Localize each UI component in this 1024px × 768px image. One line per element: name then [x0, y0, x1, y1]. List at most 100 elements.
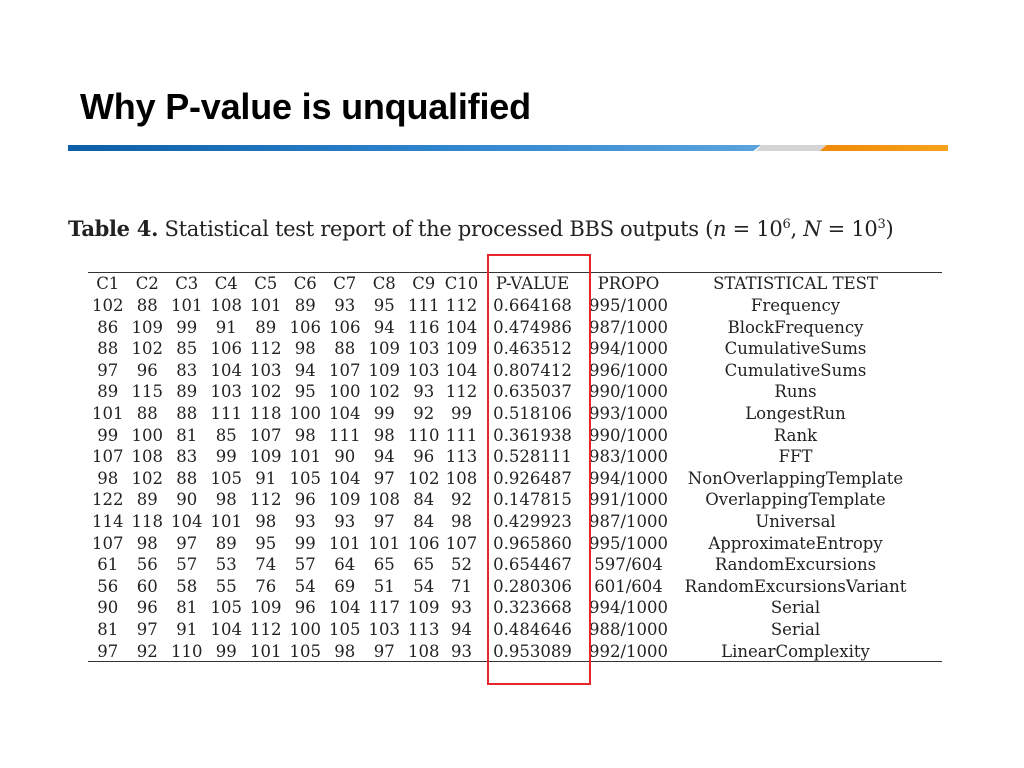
p-value-cell: 0.323668 [493, 598, 572, 618]
count-cell: 93 [294, 511, 316, 531]
p-value-highlight-box [487, 254, 591, 685]
statistical-test-table: C1 C2 C3 C4 C5 C6 C7 C8 C9 C10 P-VALUE PROPO STATIST… [88, 273, 920, 662]
count-cell: 53 [215, 555, 237, 575]
count-cell: 81 [176, 598, 198, 618]
count-cell: 117 [368, 598, 401, 618]
count-cell: 60 [136, 576, 158, 596]
count-cell: 98 [136, 533, 158, 553]
column-header-c2: C2 [135, 274, 159, 294]
count-cell: 104 [445, 317, 478, 337]
count-cell: 89 [97, 382, 119, 402]
table-row: 86 109 99 91 89 106 106 94 116 104 0.474986 987/100… [88, 317, 920, 339]
count-cell: 65 [373, 555, 395, 575]
test-name-cell: Rank [773, 425, 818, 445]
count-cell: 106 [289, 317, 322, 337]
count-cell: 99 [294, 533, 316, 553]
column-header-c10: C10 [444, 274, 479, 294]
count-cell: 57 [294, 555, 316, 575]
table-top-rule [88, 272, 942, 273]
count-cell: 101 [289, 447, 322, 467]
caption-math: (n = 106, N = 103) [705, 217, 893, 241]
count-cell: 83 [176, 360, 198, 380]
p-value-cell: 0.926487 [493, 468, 572, 488]
count-cell: 51 [373, 576, 395, 596]
count-cell: 96 [413, 447, 435, 467]
count-cell: 89 [176, 382, 198, 402]
table-body: 102 88 101 108 101 89 93 95 111 112 0.664168 995/10… [88, 295, 920, 662]
count-cell: 64 [334, 555, 356, 575]
count-cell: 83 [176, 447, 198, 467]
proportion-cell: 990/1000 [588, 382, 669, 402]
test-name-cell: FFT [778, 447, 813, 467]
count-cell: 92 [413, 403, 435, 423]
column-header-c3: C3 [175, 274, 199, 294]
count-cell: 111 [408, 296, 440, 315]
count-cell: 94 [294, 360, 316, 380]
count-cell: 101 [210, 511, 243, 531]
count-cell: 112 [250, 339, 282, 359]
count-cell: 89 [215, 533, 237, 553]
table-row: 98 102 88 105 91 105 104 97 102 108 0.926487 994/10… [88, 468, 920, 490]
underline-orange-segment [820, 145, 948, 151]
count-cell: 105 [329, 619, 361, 639]
count-cell: 104 [329, 598, 361, 618]
count-cell: 96 [136, 598, 158, 618]
count-cell: 84 [413, 511, 435, 531]
count-cell: 101 [92, 403, 124, 423]
p-value-cell: 0.965860 [493, 533, 572, 553]
count-cell: 113 [408, 619, 440, 639]
count-cell: 56 [97, 576, 119, 596]
count-cell: 89 [255, 317, 277, 337]
proportion-cell: 994/1000 [588, 598, 669, 618]
count-cell: 90 [97, 598, 119, 618]
count-cell: 108 [408, 641, 440, 661]
count-cell: 97 [373, 468, 395, 488]
table-row: 114 118 104 101 98 93 93 97 84 98 0.429923 987/1000… [88, 511, 920, 533]
count-cell: 102 [131, 468, 164, 488]
count-cell: 107 [92, 447, 124, 467]
count-cell: 107 [445, 533, 478, 553]
title-underline-bar [68, 145, 948, 151]
count-cell: 76 [255, 576, 277, 596]
count-cell: 98 [294, 425, 316, 445]
test-name-cell: Frequency [750, 296, 841, 315]
count-cell: 92 [451, 490, 472, 510]
count-cell: 69 [334, 576, 356, 596]
count-cell: 100 [131, 425, 164, 445]
count-cell: 110 [171, 641, 203, 661]
count-cell: 103 [250, 360, 282, 380]
count-cell: 115 [131, 382, 164, 402]
table-header-row: C1 C2 C3 C4 C5 C6 C7 C8 C9 C10 P-VALUE PROPO STATIST… [88, 273, 920, 295]
count-cell: 109 [368, 360, 401, 380]
count-cell: 122 [92, 490, 124, 510]
p-value-cell: 0.664168 [493, 296, 572, 315]
count-cell: 99 [215, 447, 237, 467]
count-cell: 89 [136, 490, 158, 510]
proportion-cell: 987/1000 [588, 317, 669, 337]
count-cell: 61 [97, 555, 119, 575]
proportion-cell: 988/1000 [588, 619, 669, 639]
count-cell: 109 [408, 598, 440, 618]
count-cell: 86 [97, 317, 119, 337]
proportion-cell: 992/1000 [588, 641, 669, 661]
count-cell: 102 [250, 382, 282, 402]
caption-n-variable: n [713, 217, 727, 241]
count-cell: 94 [373, 317, 395, 337]
test-name-cell: CumulativeSums [724, 339, 867, 359]
count-cell: 104 [329, 403, 361, 423]
count-cell: 104 [445, 360, 478, 380]
count-cell: 91 [215, 317, 237, 337]
count-cell: 107 [92, 533, 124, 553]
caption-label: Table 4. [68, 216, 159, 241]
count-cell: 109 [250, 598, 282, 618]
column-header-propo: PROPO [597, 274, 660, 294]
count-cell: 104 [329, 468, 361, 488]
count-cell: 91 [255, 468, 277, 488]
table-row: 122 89 90 98 112 96 109 108 84 92 0.147815 991/1000… [88, 489, 920, 511]
test-name-cell: RandomExcursionsVariant [684, 576, 907, 596]
count-cell: 100 [289, 619, 322, 639]
count-cell: 88 [97, 339, 119, 359]
slide-title: Why P-value is unqualified [80, 86, 531, 127]
proportion-cell: 991/1000 [588, 490, 669, 510]
caption-N-exponent: 3 [877, 217, 886, 232]
